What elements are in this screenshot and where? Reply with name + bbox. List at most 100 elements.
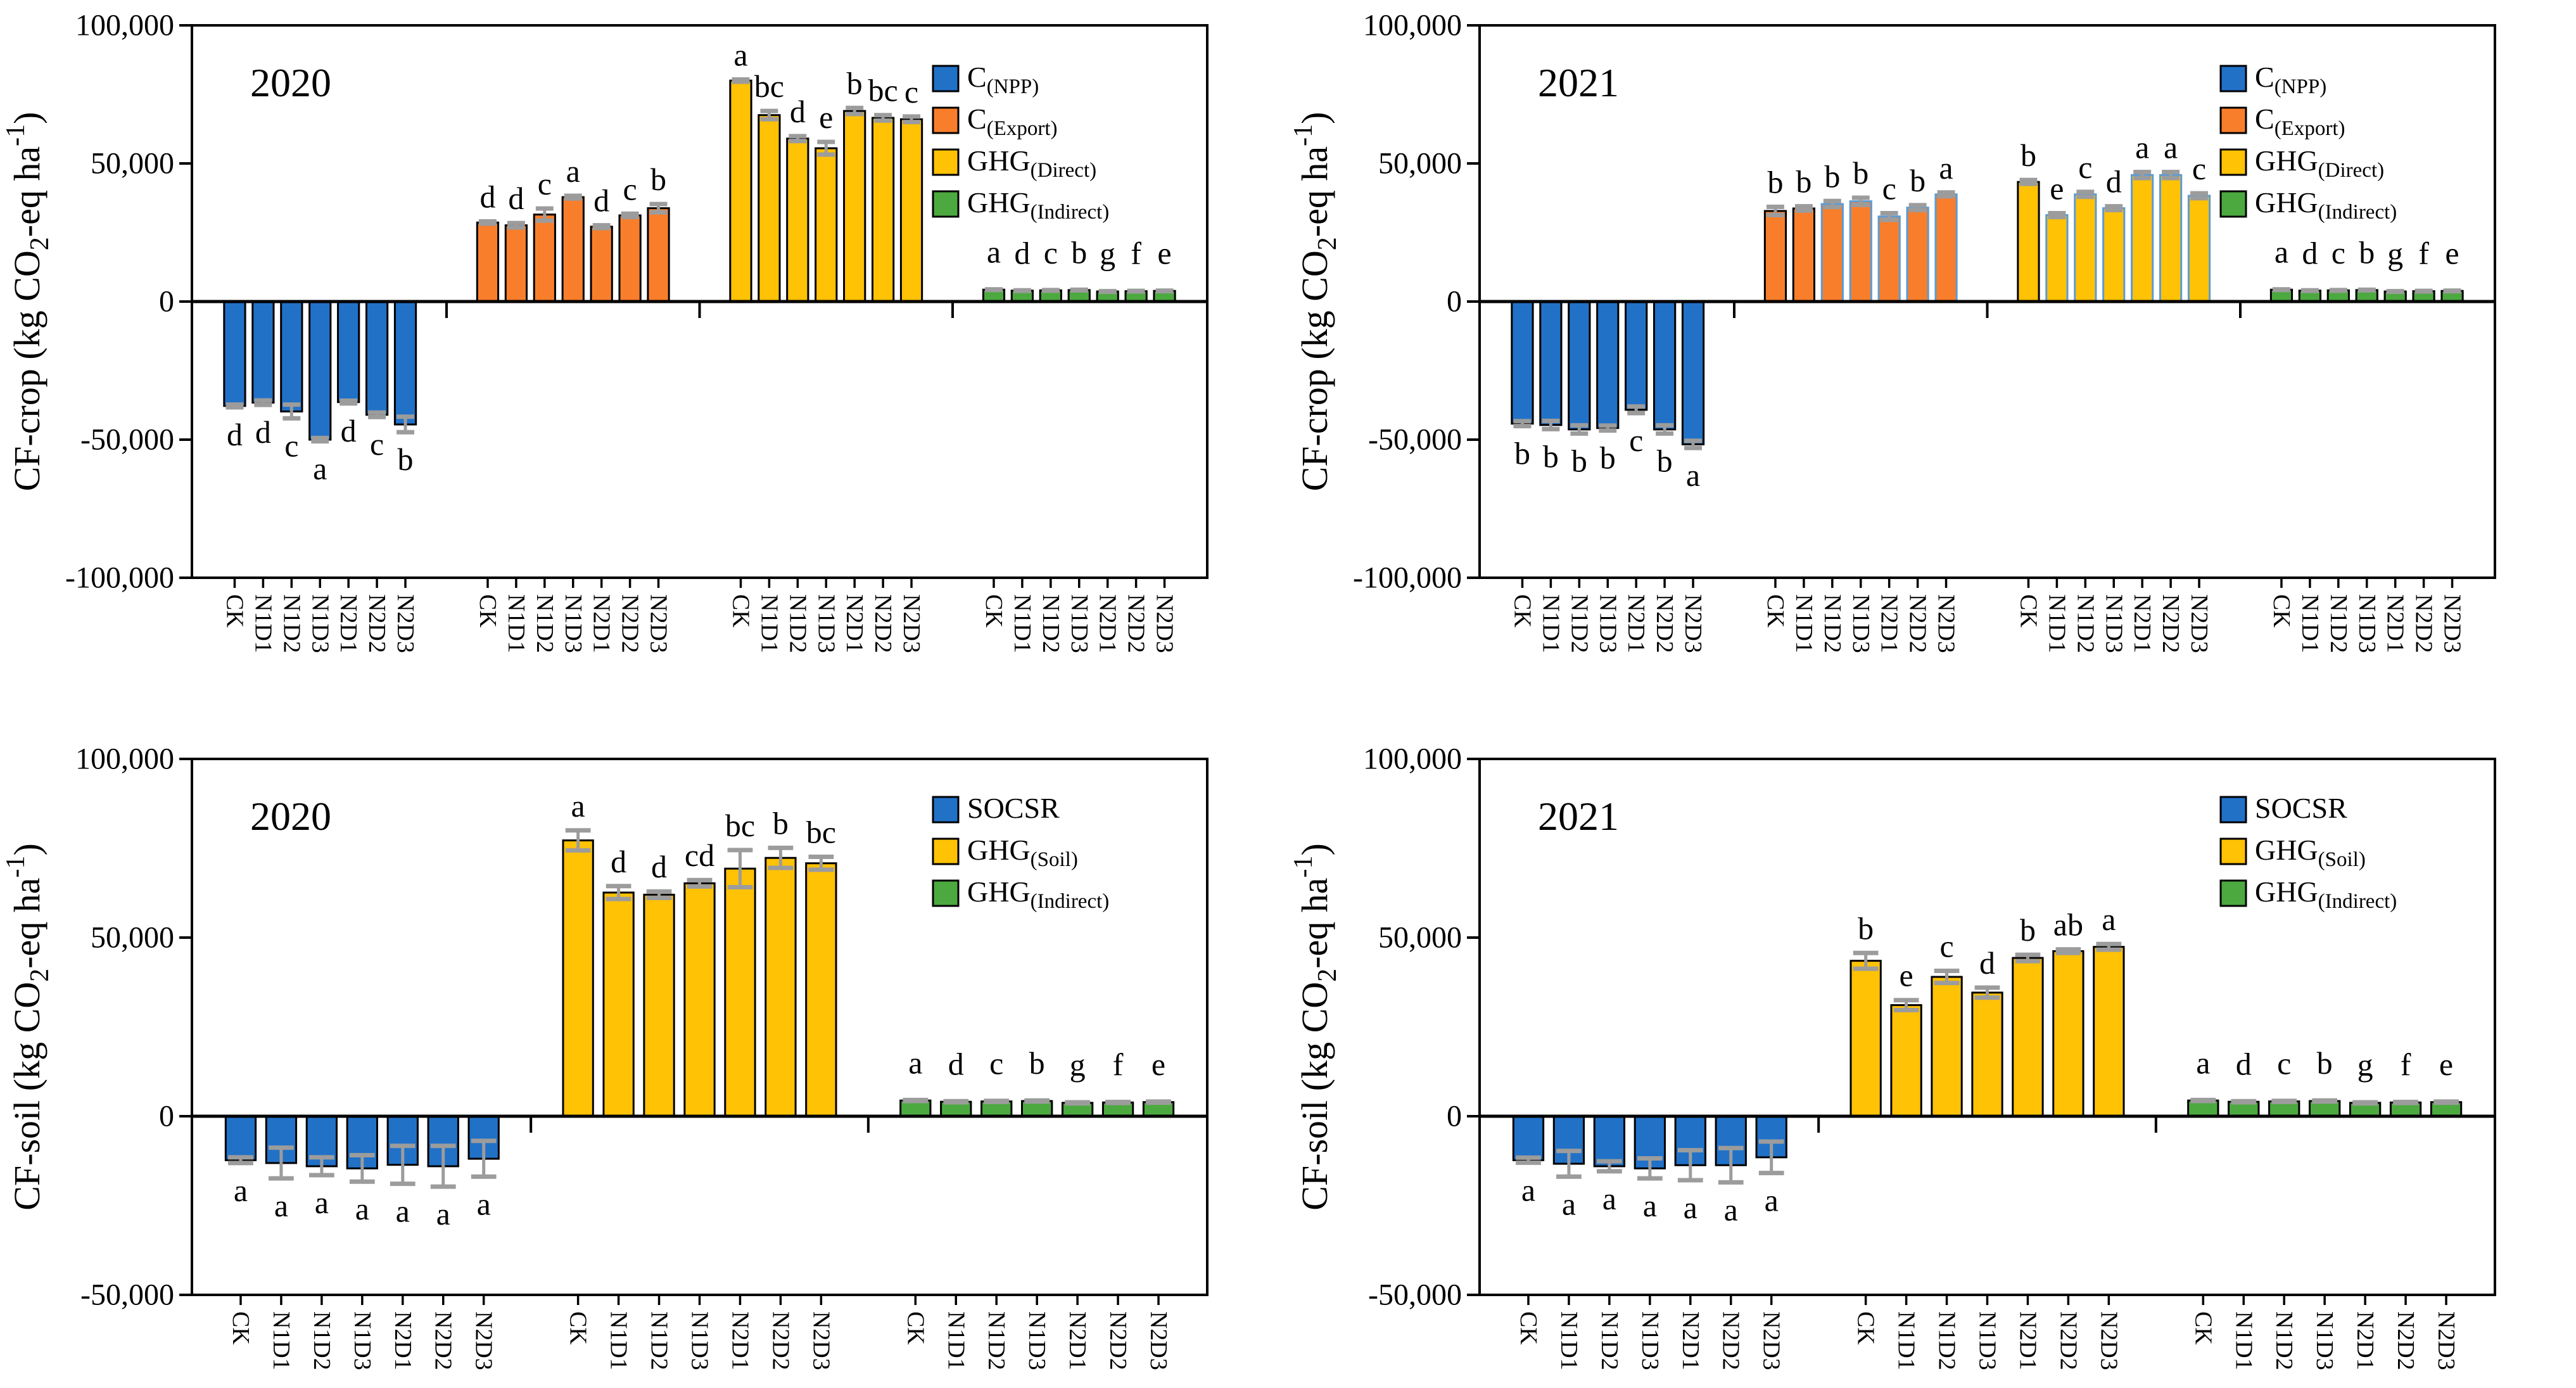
x-tick-label: N1D1: [2230, 1311, 2257, 1370]
x-tick-label: CK: [1515, 1311, 1542, 1345]
sig-letter: bc: [868, 73, 898, 108]
sig-letter: a: [571, 788, 585, 824]
x-tick-label: N2D1: [390, 1311, 416, 1370]
sig-letter: b: [1029, 1045, 1045, 1081]
y-axis-title: CF-crop (kg CO2-eq ha-1): [1, 112, 54, 492]
bar-SOCSR-CK: [1512, 1115, 1545, 1161]
panel-year-label: 2020: [250, 794, 331, 839]
sig-letter: b: [398, 442, 414, 477]
x-tick-label: N1D1: [250, 594, 276, 653]
x-tick-label: N1D3: [1594, 594, 1621, 653]
x-tick-label: N2D1: [726, 1311, 753, 1370]
sig-letter: b: [2359, 234, 2375, 270]
x-tick-label: N2D3: [1680, 594, 1706, 653]
sig-letter: b: [1824, 158, 1840, 194]
sig-letter: d: [2236, 1046, 2252, 1081]
x-tick-label: N2D1: [841, 594, 868, 653]
x-tick-label: N1D2: [531, 594, 558, 653]
x-tick-label: N2D2: [1123, 594, 1150, 653]
x-tick-label: CK: [727, 594, 754, 628]
legend-label: GHG(Direct): [2255, 144, 2384, 182]
bar-C(NPP)-N2D3: [393, 300, 417, 426]
x-tick-label: N1D2: [2325, 594, 2352, 653]
x-tick-label: CK: [902, 1311, 929, 1345]
sig-letter: b: [1600, 440, 1616, 476]
panel-cf-crop-2021: 100,000 50,000 0 -50,000 -100,000 b CK b N1D1 b N1…: [1289, 9, 2496, 653]
x-tick-label: N1D2: [784, 594, 811, 653]
sig-letter: d: [341, 413, 357, 449]
bar-GHG(Soil)-N2D3: [2093, 946, 2125, 1117]
x-tick-label: N2D2: [1651, 594, 1678, 653]
bar-GHG(Soil)-CK: [562, 839, 594, 1117]
sig-letter: b: [650, 162, 666, 197]
x-tick-label: N1D3: [1637, 1311, 1663, 1370]
x-tick-label: N2D2: [1105, 1311, 1131, 1370]
x-tick-label: N2D1: [335, 594, 362, 653]
bar-C(Export)-N2D3: [1934, 193, 1958, 303]
legend-label: GHG(Soil): [2255, 834, 2366, 871]
bar-C(NPP)-N2D1: [1625, 300, 1648, 411]
sig-letter: a: [477, 1186, 491, 1221]
x-tick-label: N2D1: [2352, 1311, 2378, 1370]
x-tick-label: CK: [227, 1311, 254, 1345]
x-tick-label: N1D1: [1893, 1311, 1920, 1370]
x-tick-label: N1D1: [2297, 594, 2323, 653]
x-tick-label: N1D2: [1566, 594, 1592, 653]
x-tick-label: N1D2: [983, 1311, 1010, 1370]
x-tick-label: CK: [474, 594, 501, 628]
sig-letter: b: [1514, 436, 1530, 471]
sig-letter: a: [234, 1173, 248, 1208]
x-tick-label: N2D3: [1145, 1311, 1172, 1370]
sig-letter: b: [2020, 912, 2036, 948]
x-tick-label: CK: [1853, 1311, 1879, 1345]
x-tick-label: N2D2: [1718, 1311, 1744, 1370]
sig-letter: b: [1767, 164, 1783, 200]
sig-letter: f: [1113, 1047, 1124, 1082]
y-axis-title: CF-crop (kg CO2-eq ha-1): [1289, 112, 1342, 492]
bar-C(NPP)-N1D3: [1596, 300, 1620, 430]
y-tick-label: -100,000: [1353, 561, 1462, 595]
legend-swatch-GHG(Soil): [932, 837, 960, 865]
x-tick-label: N1D3: [349, 1311, 376, 1370]
bar-GHG(Soil)-N2D2: [765, 856, 797, 1117]
x-tick-label: N1D1: [2043, 594, 2070, 653]
x-tick-label: N1D1: [606, 1311, 632, 1370]
sig-letter: e: [1152, 1047, 1165, 1082]
panel-year-label: 2020: [250, 60, 331, 105]
sig-letter: b: [847, 65, 863, 101]
x-tick-label: N2D2: [767, 1311, 794, 1370]
legend-label: GHG(Soil): [967, 834, 1078, 871]
sig-letter: d: [508, 181, 524, 216]
bar-C(NPP)-N1D2: [1568, 300, 1591, 431]
bar-SOCSR-N1D2: [1593, 1115, 1626, 1168]
x-tick-label: N1D2: [2072, 594, 2098, 653]
sig-letter: a: [1765, 1183, 1779, 1218]
x-tick-label: N2D2: [364, 594, 390, 653]
sig-letter: d: [1979, 945, 1995, 981]
bar-C(NPP)-N1D2: [280, 300, 303, 413]
sig-letter: d: [1014, 235, 1030, 271]
x-tick-label: N1D2: [1037, 594, 1064, 653]
x-tick-label: N2D1: [2129, 594, 2155, 653]
x-tick-label: N1D3: [687, 1311, 713, 1370]
x-tick-label: N2D3: [645, 594, 672, 653]
sig-letter: e: [2050, 170, 2064, 206]
bar-GHG(Soil)-N1D3: [683, 882, 716, 1117]
x-tick-label: CK: [221, 594, 248, 628]
bar-C(NPP)-N2D1: [337, 300, 360, 404]
sig-letter: b: [1071, 234, 1087, 270]
legend-label: C(Export): [2255, 103, 2345, 140]
x-tick-label: N2D2: [1905, 594, 1931, 653]
bar-GHG(Direct)-CK: [729, 79, 752, 303]
x-tick-label: N2D2: [2157, 594, 2184, 653]
panel-cf-soil-2020: 100,000 50,000 0 -50,000 a CK a N1D1 a N1D2 a N1D3 a…: [1, 742, 1209, 1370]
bar-C(NPP)-N1D3: [308, 300, 332, 441]
x-tick-label: N1D2: [1819, 594, 1846, 653]
x-tick-label: N2D2: [2055, 1311, 2081, 1370]
x-tick-label: N2D1: [1094, 594, 1121, 653]
x-tick-label: N2D2: [2392, 1311, 2419, 1370]
y-axis-title: CF-soil (kg CO2-eq ha-1): [1289, 843, 1342, 1211]
bar-GHG(Soil)-N1D2: [1931, 976, 1963, 1117]
sig-letter: a: [733, 37, 747, 72]
